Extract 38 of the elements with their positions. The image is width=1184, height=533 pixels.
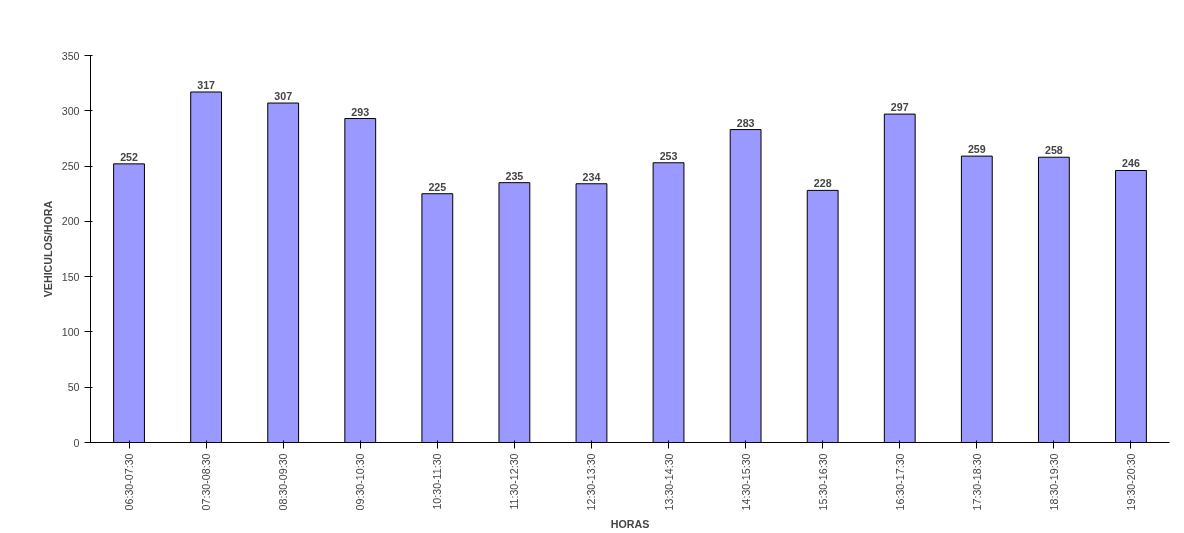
y-tick-label: 200 — [61, 215, 80, 228]
data-label: 235 — [505, 169, 524, 182]
x-tick-label: 07:30-08:30 — [200, 453, 213, 511]
x-axis-title: HORAS — [610, 518, 650, 531]
data-label: 234 — [582, 170, 601, 183]
y-tick-label: 150 — [61, 270, 80, 283]
data-label: 258 — [1045, 144, 1063, 157]
data-label: 293 — [351, 105, 370, 118]
x-tick-label: 14:30-15:30 — [739, 453, 752, 511]
y-tick-label: 50 — [67, 381, 80, 394]
data-label: 225 — [428, 180, 447, 193]
x-tick-label: 17:30-18:30 — [970, 453, 983, 511]
data-label: 246 — [1122, 157, 1140, 170]
x-tick-label: 09:30-10:30 — [354, 453, 367, 511]
x-tick-label: 10:30-11:30 — [431, 453, 444, 510]
data-label: 253 — [659, 149, 678, 162]
x-tick-label: 06:30-07:30 — [123, 453, 136, 511]
x-tick-label: 18:30-19:30 — [1047, 453, 1060, 511]
data-label: 307 — [274, 90, 293, 103]
data-label: 228 — [813, 177, 832, 190]
x-tick-label: 12:30-13:30 — [585, 453, 598, 511]
y-axis-title: VEHICULOS/HORA — [41, 200, 54, 298]
y-tick-label: 0 — [73, 436, 80, 449]
x-tick-label: 15:30-16:30 — [816, 453, 829, 511]
data-label: 252 — [120, 150, 138, 163]
x-tick-label: 11:30-12:30 — [508, 453, 521, 510]
x-tick-label: 19:30-20:30 — [1124, 453, 1137, 511]
x-tick-label: 13:30-14:30 — [662, 453, 675, 511]
x-tick-label: 08:30-09:30 — [277, 453, 290, 511]
data-label: 297 — [890, 101, 909, 114]
x-tick-label: 16:30-17:30 — [893, 453, 906, 511]
y-tick-label: 300 — [61, 104, 80, 117]
y-tick-label: 250 — [61, 160, 80, 173]
data-label: 317 — [197, 78, 216, 91]
y-tick-label: 350 — [61, 49, 80, 62]
data-label: 259 — [967, 143, 986, 156]
data-label: 283 — [736, 116, 755, 129]
y-tick-label: 100 — [61, 325, 80, 338]
